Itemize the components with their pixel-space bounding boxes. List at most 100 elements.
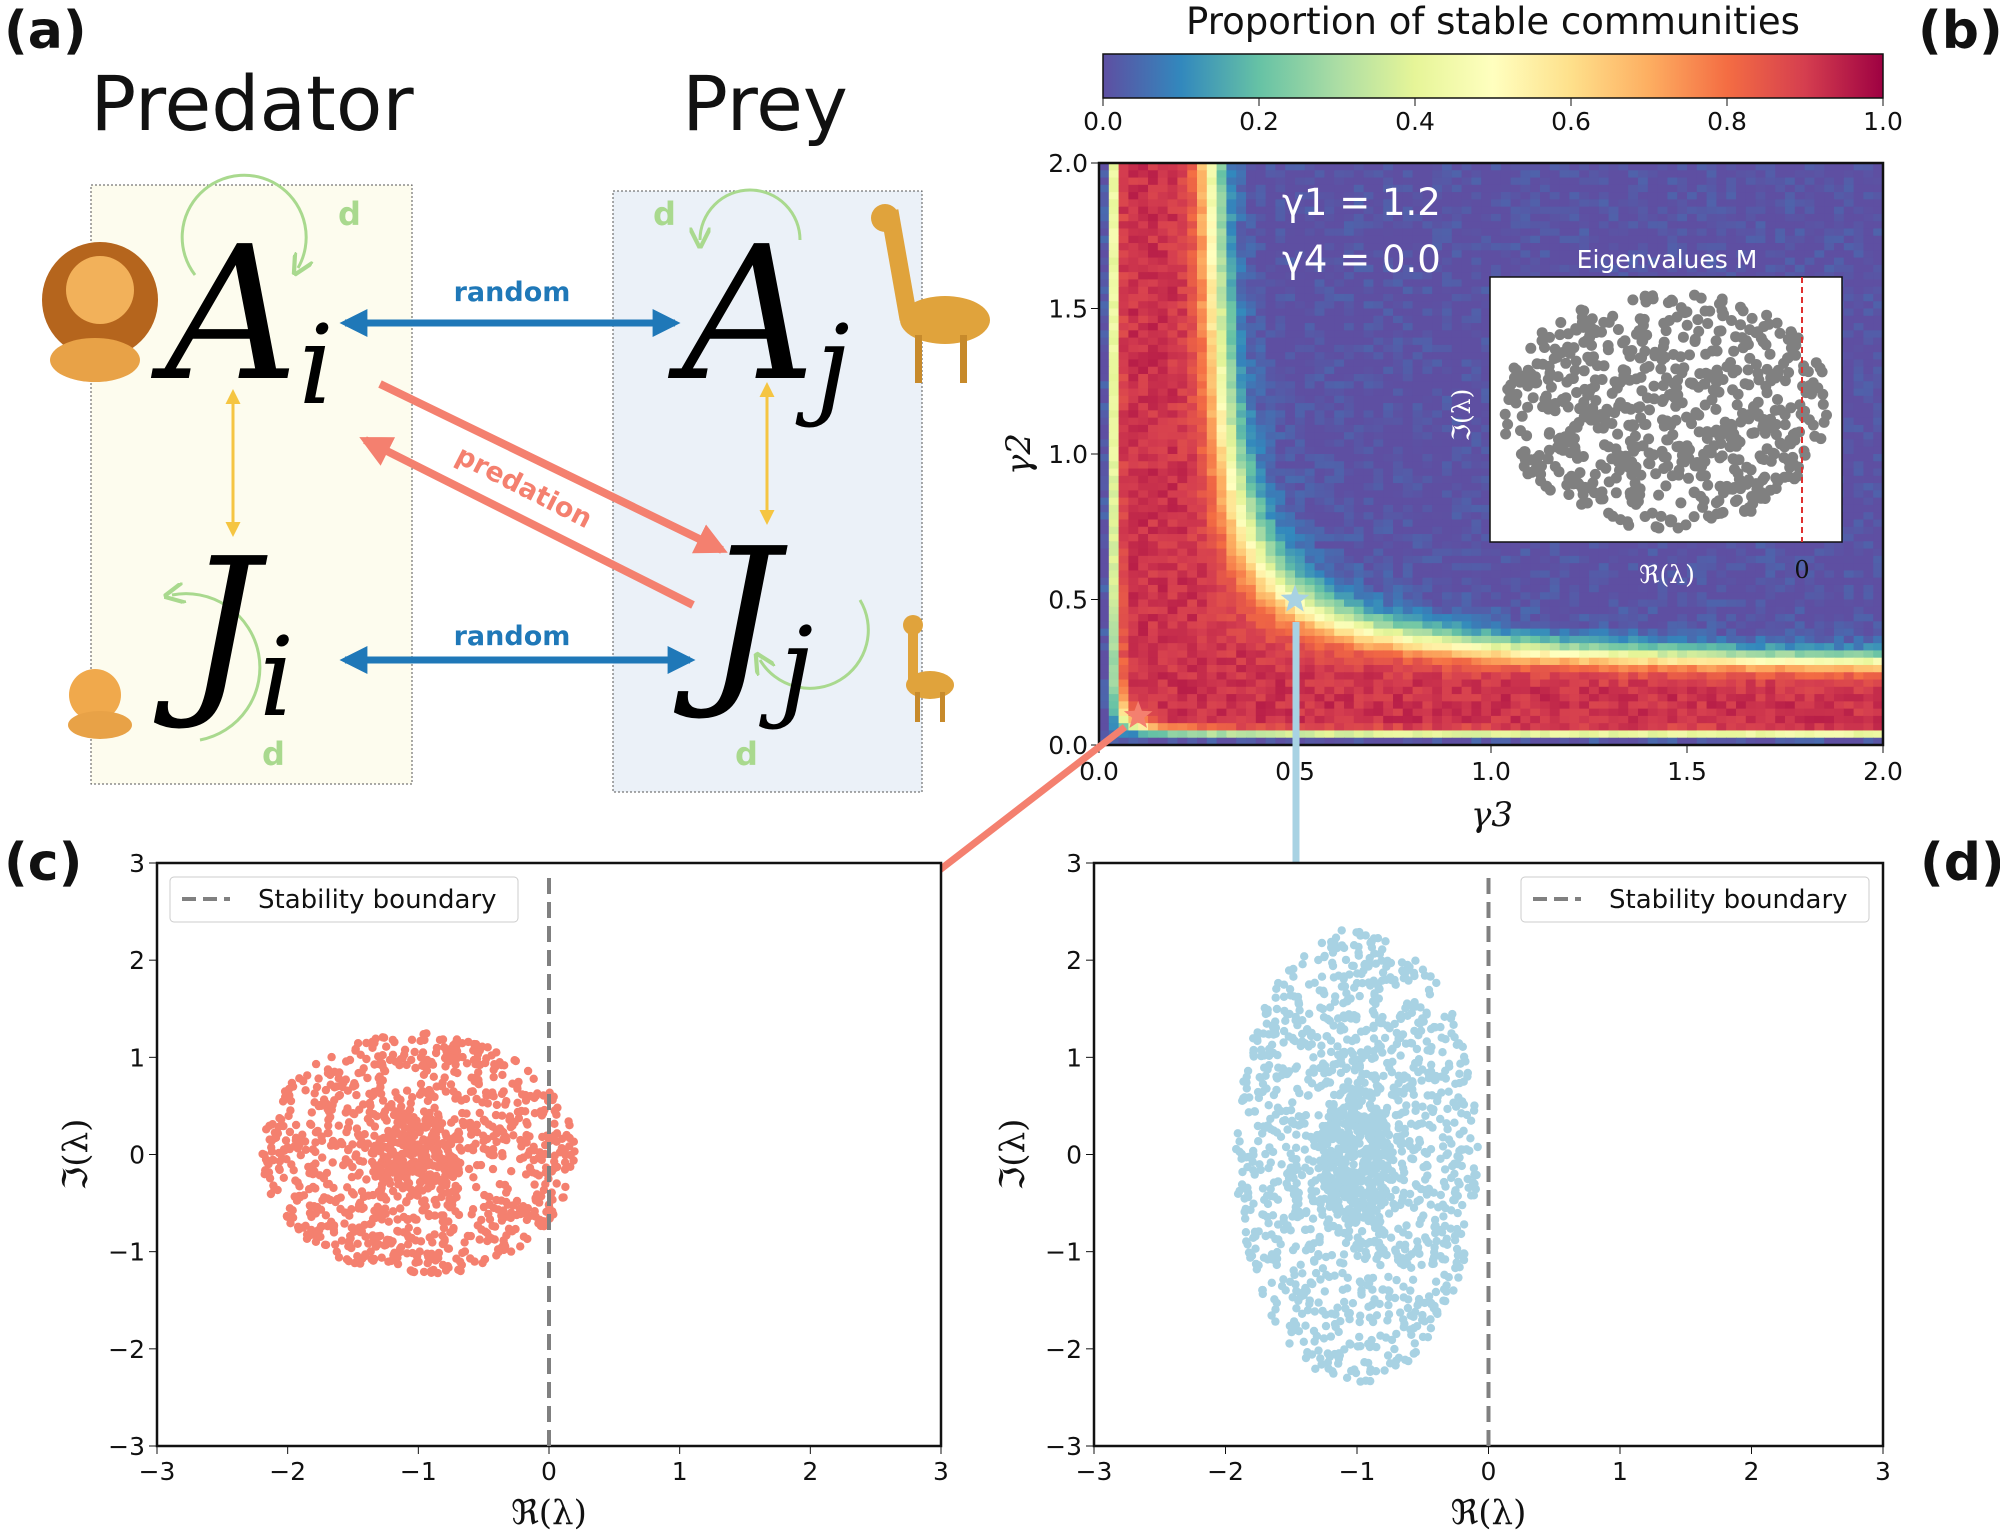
heatmap-cell [1295, 454, 1306, 462]
heatmap-cell [1765, 563, 1776, 572]
heatmap-cell [1559, 199, 1570, 208]
heatmap-cell [1138, 403, 1149, 411]
heatmap-cell [1422, 388, 1433, 397]
heatmap-cell [1422, 206, 1433, 215]
heatmap-cell [1353, 570, 1365, 579]
heatmap-cell [1873, 461, 1884, 470]
heatmap-cell [1334, 577, 1345, 586]
heatmap-cell [1775, 555, 1786, 564]
heatmap-cell [1128, 446, 1139, 455]
heatmap-cell [1285, 192, 1296, 200]
heatmap-cell [1206, 599, 1218, 608]
heatmap-cell [1236, 490, 1247, 499]
heatmap-cell [1246, 432, 1257, 441]
heatmap-cell [1843, 599, 1855, 608]
heatmap-cell [1500, 599, 1512, 608]
heatmap-cell [1334, 293, 1345, 302]
heatmap-cell [1118, 177, 1129, 186]
heatmap-cell [1314, 323, 1325, 331]
heatmap-cell [1373, 264, 1384, 273]
heatmap-cell [1167, 526, 1178, 535]
heatmap-cell [1197, 584, 1208, 593]
heatmap-cell [1814, 555, 1825, 564]
heatmap-cell [1197, 301, 1208, 310]
heatmap-cell [1755, 592, 1766, 601]
heatmap-cell [1843, 417, 1855, 426]
heatmap-cell [1667, 206, 1678, 215]
heatmap-cell [1412, 206, 1423, 215]
heatmap-cell [1118, 366, 1129, 375]
heatmap-cell [1383, 279, 1394, 288]
heatmap-cell [1530, 177, 1541, 186]
heatmap-cell [1628, 548, 1639, 557]
heatmap-cell [1167, 461, 1178, 470]
heatmap-cell [1540, 592, 1551, 601]
heatmap-cell [1412, 417, 1423, 426]
heatmap-cell [1491, 163, 1502, 171]
heatmap-cell [1099, 286, 1110, 295]
heatmap-cell [1304, 293, 1316, 302]
heatmap-cell [1422, 184, 1433, 193]
heatmap-cell [1314, 541, 1325, 550]
heatmap-cell [1324, 373, 1335, 382]
heatmap-cell [1804, 555, 1815, 564]
heatmap-cell [1843, 475, 1855, 484]
heatmap-cell [1843, 490, 1855, 499]
heatmap-cell [1265, 206, 1276, 215]
heatmap-cell [1314, 381, 1325, 390]
heatmap-cell [1177, 199, 1188, 208]
heatmap-cell [1579, 541, 1590, 550]
heatmap-cell [1422, 359, 1433, 368]
heatmap-cell [1402, 519, 1414, 528]
heatmap-cell [1422, 468, 1433, 477]
heatmap-cell [1099, 315, 1110, 324]
heatmap-cell [1589, 163, 1600, 171]
heatmap-cell [1373, 490, 1384, 499]
heatmap-cell [1853, 555, 1864, 564]
heatmap-cell [1598, 264, 1610, 273]
heatmap-cell [1402, 257, 1414, 266]
heatmap-cell [1824, 184, 1835, 193]
heatmap-cell [1471, 475, 1482, 484]
heatmap-cell [1824, 177, 1835, 186]
heatmap-cell [1618, 592, 1629, 601]
heatmap-cell [1638, 563, 1649, 572]
heatmap-cell [1569, 592, 1580, 601]
heatmap-cell [1471, 512, 1482, 521]
heatmap-cell [1226, 606, 1237, 615]
heatmap-cell [1108, 512, 1120, 521]
heatmap-cell [1187, 483, 1198, 491]
heatmap-cell [1549, 577, 1561, 586]
heatmap-cell [1148, 599, 1159, 608]
heatmap-cell [1412, 526, 1423, 535]
heatmap-cell [1275, 388, 1286, 397]
heatmap-cell [1873, 475, 1884, 484]
heatmap-cell [1246, 235, 1257, 244]
heatmap-cell [1265, 483, 1276, 491]
heatmap-cell [1138, 228, 1149, 237]
heatmap-cell [1167, 199, 1178, 208]
heatmap-cell [1334, 570, 1345, 579]
heatmap-cell [1402, 264, 1414, 273]
heatmap-cell [1118, 526, 1129, 535]
heatmap-cell [1236, 264, 1247, 273]
heatmap-cell [1187, 250, 1198, 259]
colorbar-title: Proportion of stable communities [1186, 0, 1800, 43]
heatmap-cell [1138, 206, 1149, 215]
heatmap-cell [1608, 555, 1619, 564]
heatmap-cell [1432, 512, 1443, 521]
heatmap-cell [1226, 490, 1237, 499]
heatmap-cell [1422, 483, 1433, 491]
heatmap-cell [1304, 548, 1316, 557]
heatmap-cell [1579, 221, 1590, 230]
heatmap-cell [1187, 192, 1198, 200]
heatmap-cell [1295, 417, 1306, 426]
heatmap-cell [1285, 454, 1296, 462]
heatmap-cell [1765, 548, 1776, 557]
heatmap-cell [1402, 526, 1414, 535]
heatmap-cell [1451, 293, 1463, 302]
heatmap-cell [1402, 504, 1414, 513]
heatmap-cell [1265, 504, 1276, 513]
heatmap-cell [1628, 555, 1639, 564]
panel-label-b: (b) [1918, 1, 2000, 61]
